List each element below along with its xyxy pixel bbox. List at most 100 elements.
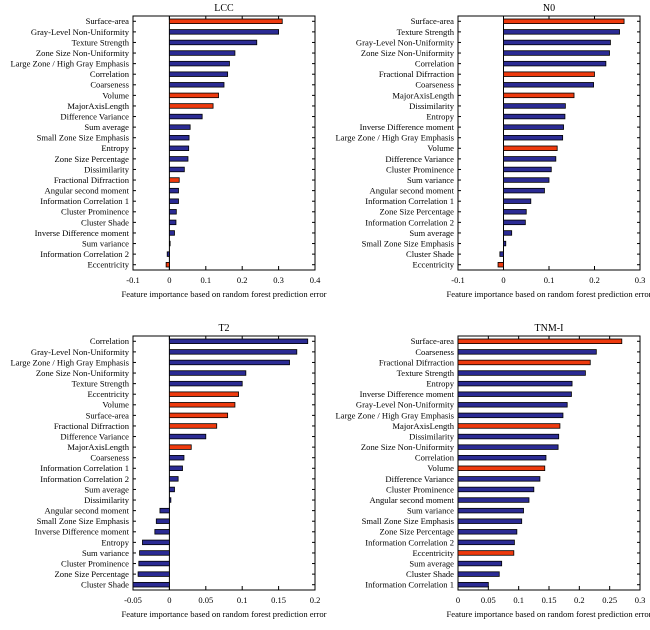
bar bbox=[503, 92, 575, 99]
y-category-label: Zone Size Percentage bbox=[55, 154, 130, 164]
y-category-label: Fractional Difrraction bbox=[54, 175, 130, 185]
y-category-label: Information Correlation 1 bbox=[365, 196, 454, 206]
bar bbox=[137, 571, 170, 577]
y-category-label: Sum average bbox=[84, 122, 129, 132]
chart-lcc: LCC -0.1 0 0.1 0.2 0.3 0.4 Surface-areaGray-Lev… bbox=[11, 3, 327, 299]
y-category-label: Cluster Prominence bbox=[386, 484, 454, 494]
y-category-label: Cluster Prominence bbox=[61, 558, 129, 568]
bar bbox=[168, 60, 230, 67]
x-tick-label: 0.05 bbox=[481, 595, 496, 605]
bar bbox=[503, 50, 610, 56]
bar bbox=[457, 486, 535, 493]
y-category-label: MajorAxisLength bbox=[392, 421, 454, 431]
y-category-label: Texture Strength bbox=[72, 37, 130, 47]
y-category-label: Coarseness bbox=[90, 80, 129, 90]
bar bbox=[457, 560, 503, 567]
x-axis-label: Feature importance based on random fores… bbox=[122, 609, 327, 619]
y-category-label: Volume bbox=[102, 90, 129, 100]
bar bbox=[503, 230, 513, 236]
y-category-label: Difference Variance bbox=[385, 154, 454, 164]
x-tick-label: 0 bbox=[167, 595, 171, 605]
bar bbox=[168, 124, 191, 130]
bar bbox=[168, 209, 177, 215]
y-category-label: Large Zone / High Gray Emphasis bbox=[11, 357, 130, 367]
y-category-label: Texture Strength bbox=[72, 379, 130, 389]
y-category-label: Information Correlation 1 bbox=[40, 196, 129, 206]
bar bbox=[168, 465, 183, 471]
bar bbox=[168, 166, 185, 173]
bar bbox=[499, 251, 504, 257]
x-tick-label: 0.1 bbox=[544, 275, 555, 285]
bar bbox=[503, 29, 620, 35]
y-category-label: Angular second moment bbox=[45, 506, 130, 516]
bar bbox=[168, 219, 177, 226]
bar bbox=[503, 198, 532, 204]
y-category-label: Zone Size Percentage bbox=[380, 207, 455, 217]
y-category-label: Inverse Difference moment bbox=[35, 527, 130, 537]
bar bbox=[168, 433, 207, 440]
y-category-label: Fractional Difrraction bbox=[379, 69, 455, 79]
bar bbox=[168, 240, 171, 247]
bar bbox=[168, 338, 309, 344]
bar bbox=[457, 412, 564, 419]
bar bbox=[497, 262, 504, 268]
x-tick-label: 0 bbox=[501, 275, 505, 285]
y-category-label: Volume bbox=[102, 400, 129, 410]
bar bbox=[457, 455, 547, 461]
bar bbox=[168, 423, 218, 429]
bar bbox=[168, 135, 190, 141]
y-category-label: MajorAxisLength bbox=[67, 442, 129, 452]
x-tick-label: -0.1 bbox=[126, 275, 139, 285]
x-tick-label: 0.3 bbox=[635, 275, 646, 285]
bar bbox=[457, 359, 591, 366]
bar bbox=[457, 571, 500, 577]
y-category-label: Volume bbox=[427, 463, 454, 473]
bar bbox=[503, 113, 566, 120]
y-category-label: Angular second moment bbox=[45, 186, 130, 196]
y-category-label: Surface-area bbox=[411, 336, 455, 346]
bar bbox=[168, 187, 179, 194]
bar bbox=[457, 391, 572, 397]
y-category-label: Coarseness bbox=[415, 347, 454, 357]
bar bbox=[168, 455, 185, 461]
bar bbox=[168, 145, 190, 151]
y-category-label: Correlation bbox=[415, 59, 455, 69]
y-category-label: Inverse Difference moment bbox=[35, 228, 130, 238]
y-category-label: Entropy bbox=[101, 143, 129, 153]
y-category-label: Entropy bbox=[426, 379, 454, 389]
bar bbox=[168, 476, 179, 482]
bar bbox=[503, 135, 564, 141]
y-category-label: Surface-area bbox=[86, 410, 130, 420]
bar bbox=[165, 262, 170, 268]
bar bbox=[168, 18, 283, 24]
y-category-label: Correlation bbox=[90, 336, 130, 346]
bar bbox=[168, 29, 279, 35]
x-tick-label: 0 bbox=[167, 275, 171, 285]
bar bbox=[503, 187, 545, 194]
x-tick-label: 0.3 bbox=[273, 275, 284, 285]
x-tick-label: 0.1 bbox=[237, 595, 248, 605]
y-category-label: Sum average bbox=[84, 484, 129, 494]
plot-frame bbox=[132, 15, 316, 271]
y-category-label: Gray-Level Non-Uniformity bbox=[31, 347, 130, 357]
y-category-label: Gray-Level Non-Uniformity bbox=[356, 37, 455, 47]
bar bbox=[166, 251, 170, 257]
y-category-label: Cluster Shade bbox=[81, 217, 129, 227]
y-category-label: Angular second moment bbox=[370, 495, 455, 505]
bar bbox=[168, 486, 175, 493]
bar bbox=[457, 444, 559, 450]
bar bbox=[503, 18, 625, 24]
x-tick-label: 0.05 bbox=[198, 595, 213, 605]
bar bbox=[168, 359, 290, 366]
y-category-label: Cluster Prominence bbox=[61, 207, 129, 217]
y-category-label: Correlation bbox=[415, 453, 455, 463]
y-category-label: Zone Size Non-Uniformity bbox=[361, 48, 455, 58]
y-category-label: Gray-Level Non-Uniformity bbox=[356, 400, 455, 410]
x-tick-label: 0.2 bbox=[310, 595, 321, 605]
bar bbox=[168, 370, 247, 376]
bar bbox=[503, 209, 527, 215]
bar bbox=[457, 476, 541, 482]
y-category-label: Dissimilarity bbox=[84, 164, 130, 174]
y-category-label: Information Correlation 1 bbox=[40, 463, 129, 473]
y-category-label: Eccentricity bbox=[412, 548, 454, 558]
